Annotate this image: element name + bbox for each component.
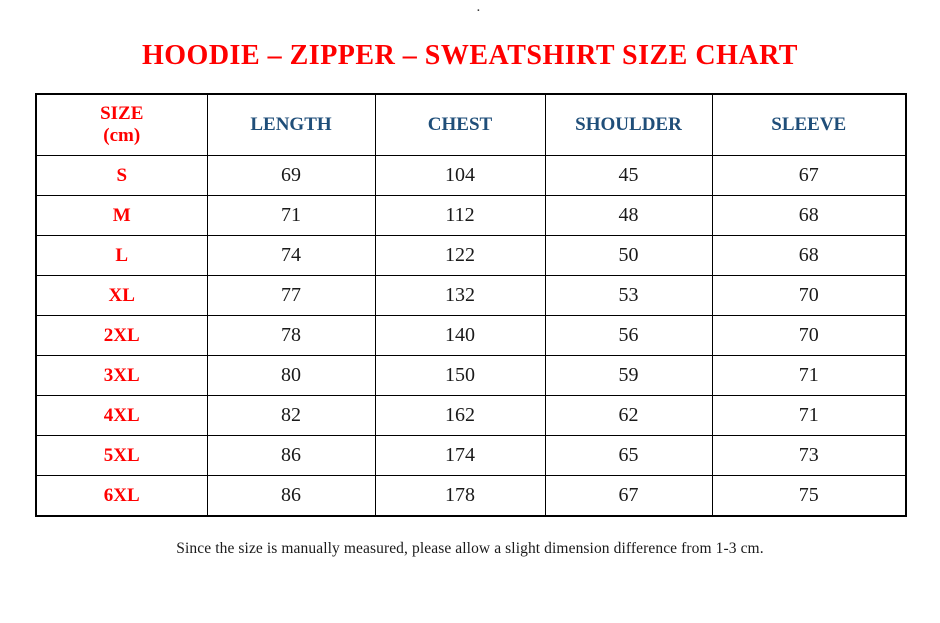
size-label: 5XL <box>35 435 208 476</box>
sleeve-value: 75 <box>711 475 907 517</box>
chest-value: 104 <box>374 155 546 196</box>
sleeve-value: 73 <box>711 435 907 476</box>
header-shoulder: SHOULDER <box>544 93 713 156</box>
table-row: 4XL 82 162 62 71 <box>35 395 907 436</box>
header-chest: CHEST <box>374 93 546 156</box>
length-value: 80 <box>206 355 376 396</box>
sleeve-value: 67 <box>711 155 907 196</box>
header-length: LENGTH <box>206 93 376 156</box>
header-size-cm: SIZE (cm) <box>35 93 208 156</box>
size-label: M <box>35 195 208 236</box>
length-value: 74 <box>206 235 376 276</box>
sleeve-value: 71 <box>711 395 907 436</box>
table-row: 3XL 80 150 59 71 <box>35 355 907 396</box>
shoulder-value: 50 <box>544 235 713 276</box>
size-label: L <box>35 235 208 276</box>
header-sleeve: SLEEVE <box>711 93 907 156</box>
header-row: SIZE (cm) LENGTH CHEST SHOULDER SLEEVE <box>35 93 907 156</box>
shoulder-value: 45 <box>544 155 713 196</box>
chest-value: 162 <box>374 395 546 436</box>
shoulder-value: 53 <box>544 275 713 316</box>
shoulder-value: 59 <box>544 355 713 396</box>
chest-value: 150 <box>374 355 546 396</box>
shoulder-value: 56 <box>544 315 713 356</box>
length-value: 82 <box>206 395 376 436</box>
size-chart-table-wrapper: SIZE (cm) LENGTH CHEST SHOULDER SLEEVE S… <box>35 93 907 517</box>
chest-value: 132 <box>374 275 546 316</box>
sleeve-value: 68 <box>711 195 907 236</box>
chest-value: 174 <box>374 435 546 476</box>
sleeve-value: 71 <box>711 355 907 396</box>
size-label: 4XL <box>35 395 208 436</box>
table-row: 5XL 86 174 65 73 <box>35 435 907 476</box>
table-row: L 74 122 50 68 <box>35 235 907 276</box>
size-label: XL <box>35 275 208 316</box>
size-chart-table: SIZE (cm) LENGTH CHEST SHOULDER SLEEVE S… <box>35 93 907 517</box>
shoulder-value: 67 <box>544 475 713 517</box>
chest-value: 140 <box>374 315 546 356</box>
shoulder-value: 62 <box>544 395 713 436</box>
table-row: M 71 112 48 68 <box>35 195 907 236</box>
length-value: 86 <box>206 435 376 476</box>
length-value: 86 <box>206 475 376 517</box>
size-label: 3XL <box>35 355 208 396</box>
shoulder-value: 65 <box>544 435 713 476</box>
sleeve-value: 70 <box>711 315 907 356</box>
length-value: 69 <box>206 155 376 196</box>
table-row: XL 77 132 53 70 <box>35 275 907 316</box>
sleeve-value: 68 <box>711 235 907 276</box>
length-value: 71 <box>206 195 376 236</box>
chest-value: 178 <box>374 475 546 517</box>
size-label: 6XL <box>35 475 208 517</box>
measurement-disclaimer: Since the size is manually measured, ple… <box>176 540 764 557</box>
size-label: 2XL <box>35 315 208 356</box>
table-row: 2XL 78 140 56 70 <box>35 315 907 356</box>
stray-dot-mark: . <box>477 2 480 14</box>
chest-value: 122 <box>374 235 546 276</box>
chest-value: 112 <box>374 195 546 236</box>
sleeve-value: 70 <box>711 275 907 316</box>
shoulder-value: 48 <box>544 195 713 236</box>
length-value: 77 <box>206 275 376 316</box>
table-row: S 69 104 45 67 <box>35 155 907 196</box>
size-label: S <box>35 155 208 196</box>
length-value: 78 <box>206 315 376 356</box>
page-title: HOODIE – ZIPPER – SWEATSHIRT SIZE CHART <box>142 40 798 71</box>
table-row: 6XL 86 178 67 75 <box>35 475 907 517</box>
